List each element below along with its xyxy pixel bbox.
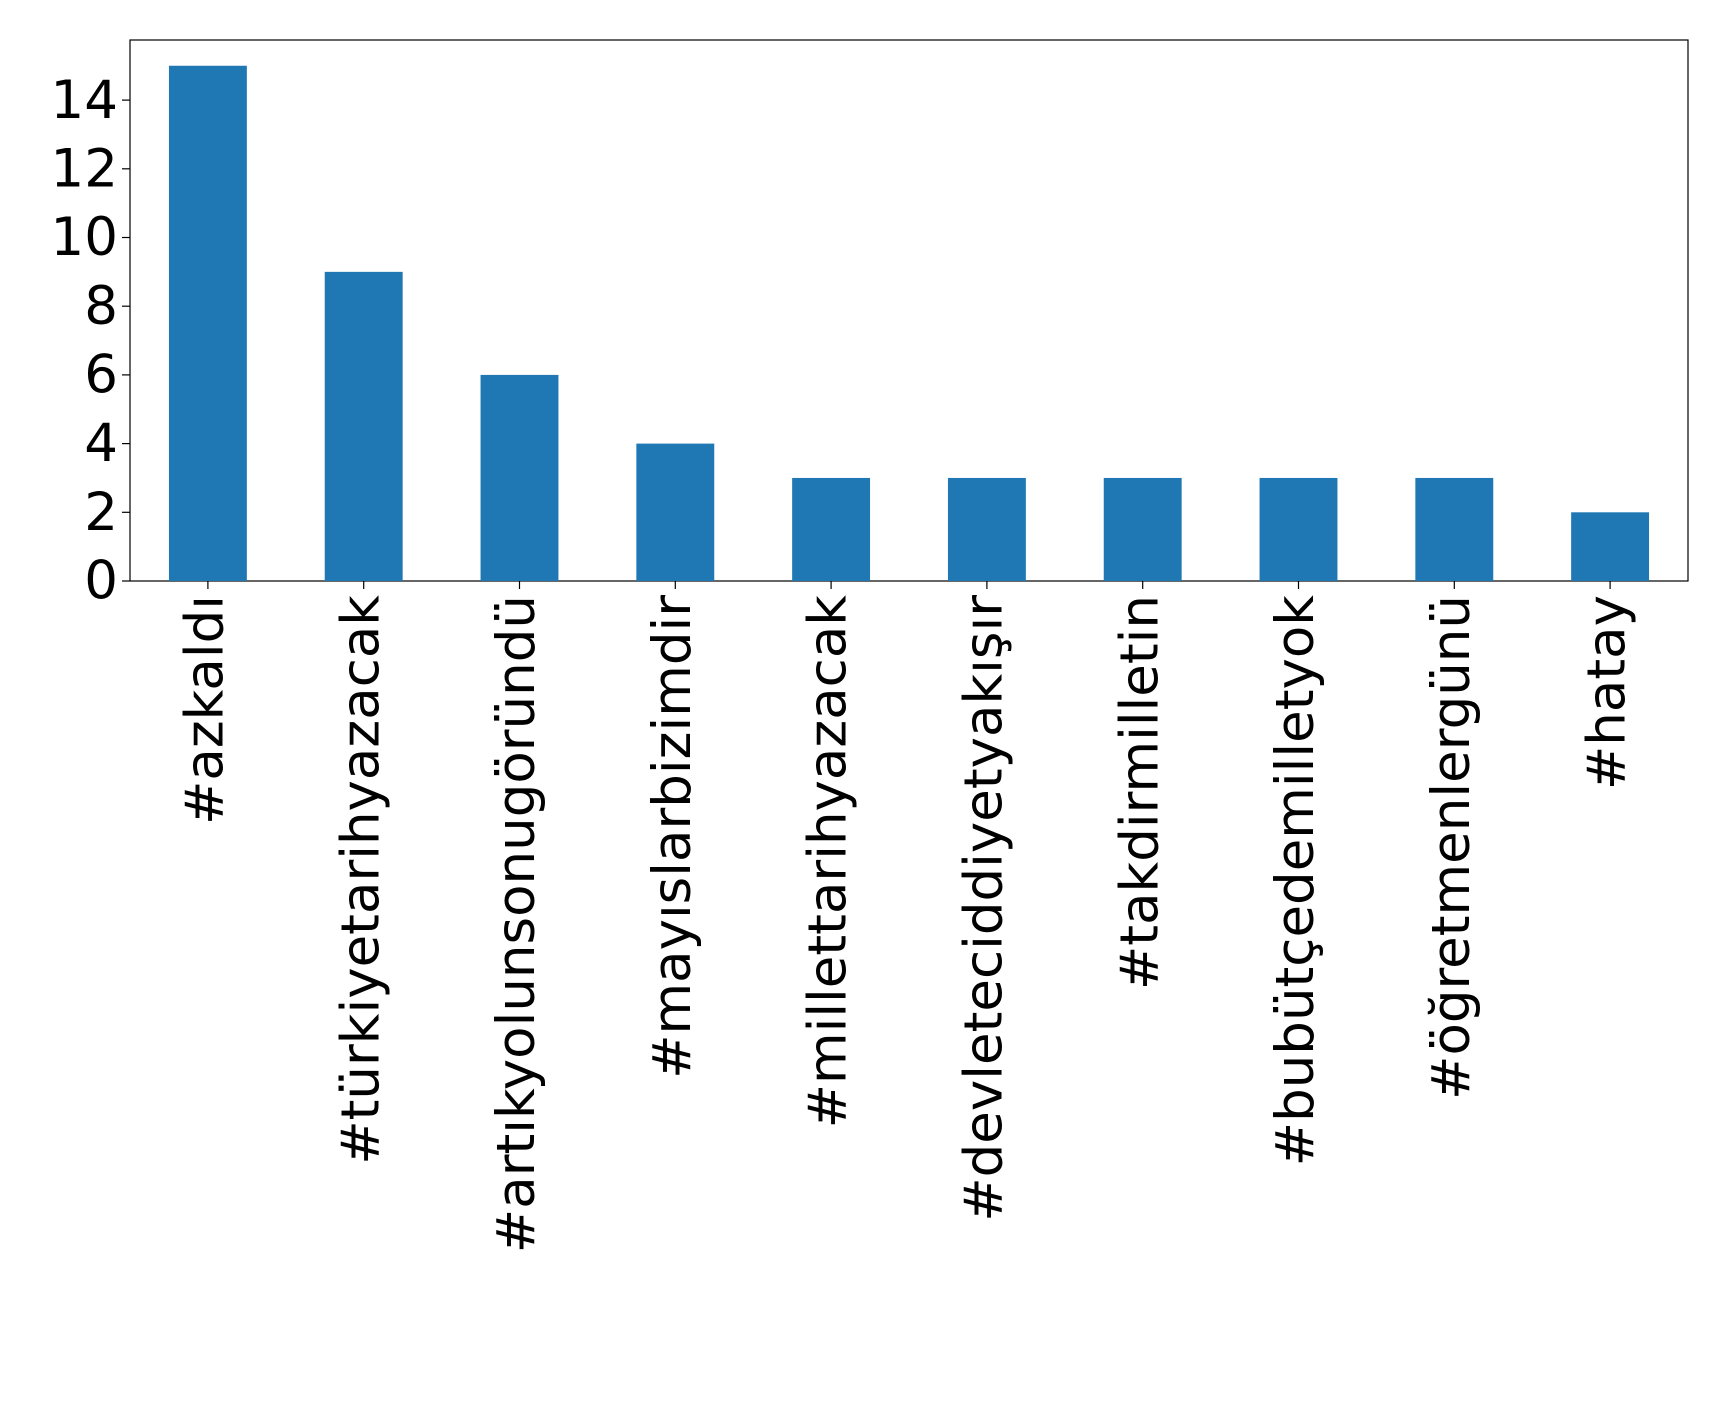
y-tick-label: 0 [84, 551, 118, 612]
bar [1103, 477, 1182, 581]
bar [168, 65, 247, 581]
bar [947, 477, 1026, 581]
x-tick-label: #millettarihyazacak [798, 595, 859, 1129]
x-tick-label: #mayıslarbizimdir [642, 595, 703, 1079]
x-tick-label: #bubütçedemilletyok [1265, 595, 1326, 1167]
x-tick-label: #öğretmenlergünü [1421, 595, 1482, 1100]
x-tick-label: #türkiyetarihyazacak [330, 595, 391, 1165]
x-tick-label: #artıkyolunsonugöründü [486, 595, 547, 1253]
y-tick-label: 14 [51, 70, 118, 131]
bar [636, 443, 715, 581]
bar [792, 477, 871, 581]
bar [1415, 477, 1494, 581]
x-tick-label: #hatay [1577, 595, 1638, 790]
y-tick-label: 12 [51, 138, 118, 199]
y-tick-label: 8 [84, 276, 118, 337]
x-tick-label: #azkaldı [175, 595, 236, 825]
bar [480, 374, 559, 581]
x-tick-label: #takdirmilletin [1109, 595, 1170, 990]
y-tick-label: 6 [84, 345, 118, 406]
y-tick-label: 2 [84, 482, 118, 543]
bar [1259, 477, 1338, 581]
plot-frame [129, 39, 1689, 582]
bar [324, 271, 403, 581]
y-tick-label: 4 [84, 413, 118, 474]
bar [1571, 512, 1650, 581]
x-tick-label: #devleteciddiyetyakışır [954, 595, 1015, 1222]
y-tick-label: 10 [51, 207, 118, 268]
